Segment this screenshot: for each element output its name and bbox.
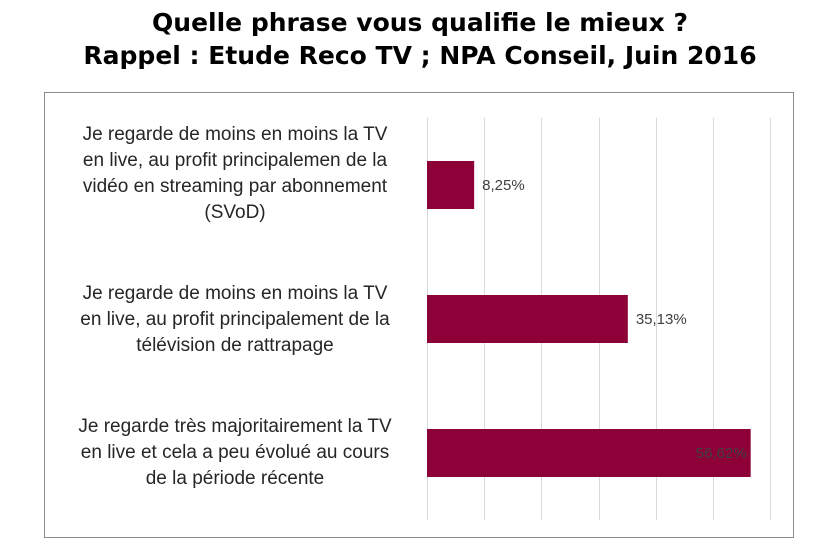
category-label-line: télévision de rattrapage <box>136 335 334 356</box>
chart-title-line-1: Quelle phrase vous qualifie le mieux ? <box>152 8 688 37</box>
category-label-line: Je regarde de moins en moins la TV <box>82 283 388 304</box>
chart-title-line-2: Rappel : Etude Reco TV ; NPA Conseil, Ju… <box>83 41 757 70</box>
category-label-2: Je regarde de moins en moins la TV en li… <box>50 281 420 359</box>
bar-1 <box>427 161 475 209</box>
data-label-3: 56,62% <box>696 445 747 462</box>
category-label-line: (SVoD) <box>204 202 266 223</box>
category-label-line: de la période récente <box>145 468 325 489</box>
category-label-3: Je regarde très majoritairement la TV en… <box>50 414 420 492</box>
category-label-line: vidéo en streaming par abonnement <box>82 176 388 197</box>
bar-3 <box>427 429 751 477</box>
data-label-1: 8,25% <box>482 177 525 194</box>
chart-frame <box>44 92 794 538</box>
category-label-line: en live, au profit principalemen de la <box>82 150 388 171</box>
category-label-line: en live, au profit principalement de la <box>80 309 390 330</box>
category-label-line: en live et cela a peu évolué au cours <box>80 442 390 463</box>
bar-2 <box>427 295 628 343</box>
category-label-line: Je regarde de moins en moins la TV <box>82 124 388 145</box>
category-label-line: Je regarde très majoritairement la TV <box>78 416 392 437</box>
chart-title: Quelle phrase vous qualifie le mieux ? R… <box>0 6 840 72</box>
data-label-2: 35,13% <box>636 311 687 328</box>
category-label-1: Je regarde de moins en moins la TV en li… <box>50 122 420 226</box>
